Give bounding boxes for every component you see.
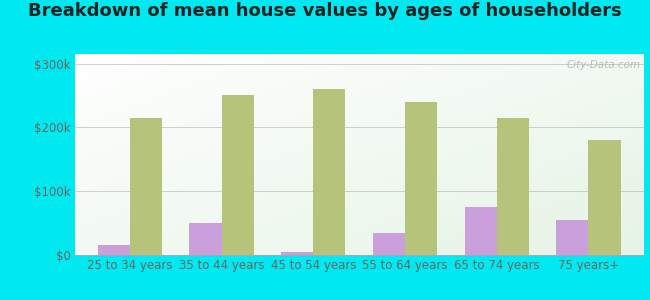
Bar bbox=[222, 95, 254, 255]
Bar bbox=[130, 118, 162, 255]
Text: Breakdown of mean house values by ages of householders: Breakdown of mean house values by ages o… bbox=[28, 2, 622, 20]
Bar bbox=[405, 102, 437, 255]
Bar bbox=[373, 233, 405, 255]
Bar bbox=[98, 245, 130, 255]
Bar bbox=[465, 207, 497, 255]
Bar bbox=[588, 140, 621, 255]
Text: City-Data.com: City-Data.com bbox=[567, 60, 641, 70]
Bar bbox=[313, 89, 345, 255]
Bar bbox=[556, 220, 588, 255]
Bar bbox=[189, 223, 222, 255]
Bar bbox=[497, 118, 529, 255]
Bar bbox=[281, 252, 313, 255]
